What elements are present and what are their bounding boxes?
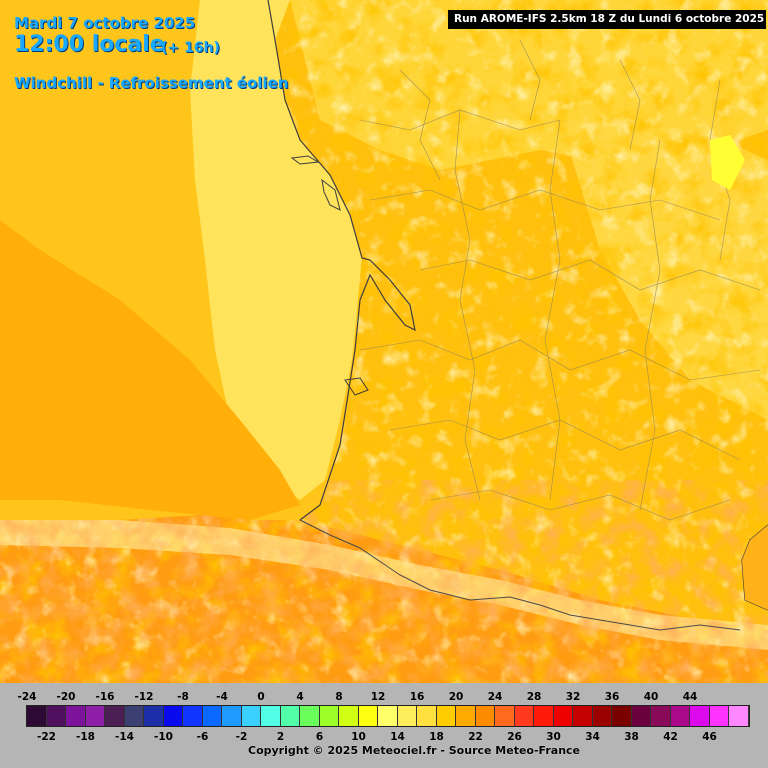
legend-top-label: 4	[296, 691, 304, 703]
legend-top-label: 24	[487, 691, 503, 703]
model-run-label: Run AROME-IFS 2.5km 18 Z du Lundi 6 octo…	[448, 10, 766, 29]
legend-bottom-label: 6	[315, 731, 324, 743]
legend-top-label: 0	[257, 691, 265, 703]
legend-swatch	[163, 706, 183, 726]
legend-bottom-label: 46	[702, 731, 717, 743]
legend-top-label: 8	[335, 691, 343, 703]
legend-bottom-label: 2	[276, 731, 285, 743]
legend-swatch	[670, 706, 690, 726]
legend-bottom-label: 22	[468, 731, 483, 743]
legend-color-bar	[26, 705, 750, 727]
legend-top-label: -24	[17, 691, 37, 703]
legend-bottom-label: -14	[115, 731, 134, 743]
copyright-text: Copyright © 2025 Meteociel.fr - Source M…	[248, 744, 581, 757]
legend-bottom-label: 14	[390, 731, 405, 743]
legend-top-label: 20	[448, 691, 464, 703]
legend-swatch	[553, 706, 573, 726]
legend-bottom-label: 10	[351, 731, 366, 743]
legend-swatch	[46, 706, 66, 726]
legend-top-label: 40	[643, 691, 659, 703]
legend-bottom-label: 30	[546, 731, 561, 743]
legend-bottom-label: 26	[507, 731, 522, 743]
parameter-title: Windchill - Refroissement éolien	[14, 74, 289, 92]
legend-swatch	[27, 706, 47, 726]
legend-top-label: -12	[134, 691, 154, 703]
legend-swatch	[339, 706, 359, 726]
forecast-time: 12:00 locale	[14, 32, 165, 57]
legend-swatch	[612, 706, 632, 726]
legend-bottom-label: 34	[585, 731, 600, 743]
legend-swatch	[475, 706, 495, 726]
legend-top-label: -16	[95, 691, 115, 703]
legend-bottom-label: -2	[235, 731, 248, 743]
legend-swatch	[436, 706, 456, 726]
legend-swatch	[592, 706, 612, 726]
sea-near-coast	[190, 0, 362, 500]
color-legend: Copyright © 2025 Meteociel.fr - Source M…	[0, 683, 768, 768]
legend-bottom-label: 18	[429, 731, 444, 743]
legend-swatch	[280, 706, 300, 726]
legend-top-label: -8	[177, 691, 189, 703]
forecast-date: Mardi 7 octobre 2025	[14, 14, 196, 32]
legend-swatch	[631, 706, 651, 726]
legend-swatch	[222, 706, 242, 726]
legend-top-label: 32	[565, 691, 581, 703]
legend-swatch	[124, 706, 144, 726]
legend-top-label: 44	[682, 691, 698, 703]
warm-patch-north-east	[710, 135, 745, 190]
legend-swatch	[144, 706, 164, 726]
legend-swatch	[456, 706, 476, 726]
legend-bottom-label: -6	[196, 731, 209, 743]
legend-swatch	[514, 706, 534, 726]
legend-swatch	[397, 706, 417, 726]
legend-swatch	[300, 706, 320, 726]
legend-swatch	[573, 706, 593, 726]
island-oleron	[321, 178, 341, 211]
legend-swatch	[319, 706, 339, 726]
legend-swatch	[651, 706, 671, 726]
legend-top-label: 12	[370, 691, 386, 703]
legend-swatch	[85, 706, 105, 726]
legend-top-label: -20	[56, 691, 76, 703]
legend-swatch	[358, 706, 378, 726]
forecast-lead-time: (+ 16h)	[161, 40, 220, 56]
mediterranean-sea	[742, 525, 768, 610]
legend-bottom-label: -10	[154, 731, 173, 743]
legend-swatch	[105, 706, 125, 726]
legend-swatch	[729, 706, 749, 726]
department-borders	[359, 39, 761, 521]
legend-swatch	[709, 706, 729, 726]
legend-bottom-label: -18	[76, 731, 95, 743]
legend-top-label: 16	[409, 691, 425, 703]
legend-top-label: 36	[604, 691, 620, 703]
legend-swatch	[241, 706, 261, 726]
legend-swatch	[378, 706, 398, 726]
coastline	[267, 0, 416, 521]
sea-warm-zone	[0, 220, 300, 520]
arcachon-bay	[344, 377, 369, 396]
legend-swatch	[495, 706, 515, 726]
legend-bottom-label: -22	[37, 731, 56, 743]
legend-swatch	[183, 706, 203, 726]
island-re	[290, 155, 320, 165]
legend-swatch	[690, 706, 710, 726]
legend-top-label: -4	[216, 691, 228, 703]
legend-swatch	[261, 706, 281, 726]
legend-swatch	[66, 706, 86, 726]
border-pyrenees	[299, 519, 741, 631]
legend-swatch	[534, 706, 554, 726]
legend-swatch	[417, 706, 437, 726]
legend-bottom-label: 38	[624, 731, 639, 743]
legend-bottom-label: 42	[663, 731, 678, 743]
legend-top-label: 28	[526, 691, 542, 703]
legend-swatch	[202, 706, 222, 726]
